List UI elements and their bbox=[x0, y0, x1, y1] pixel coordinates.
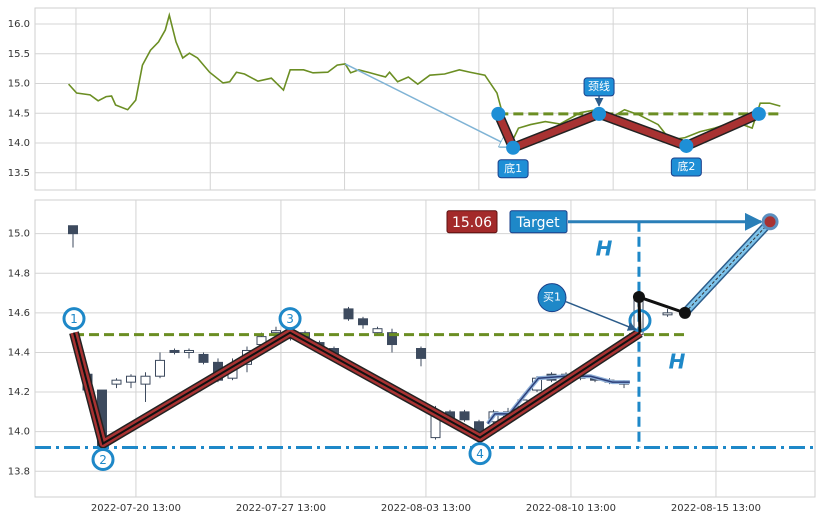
candle-body bbox=[154, 359, 165, 377]
moving-average bbox=[487, 375, 630, 425]
height-label: H bbox=[669, 350, 686, 374]
y-tick-label: 13.5 bbox=[8, 168, 30, 179]
y-tick-label: 14.4 bbox=[8, 347, 30, 358]
candle-body bbox=[111, 379, 122, 385]
pattern-label: 底1 bbox=[504, 161, 522, 175]
candle-body bbox=[459, 411, 470, 421]
candle-body bbox=[343, 308, 354, 320]
candle-body bbox=[662, 312, 673, 316]
height-label: H bbox=[596, 237, 613, 261]
candle-body bbox=[67, 225, 78, 235]
candle-body bbox=[271, 330, 282, 334]
target-point bbox=[761, 213, 779, 231]
candle-body bbox=[416, 348, 427, 359]
label-box bbox=[583, 77, 615, 97]
pointer-arrow bbox=[344, 63, 510, 147]
pattern-label: 3 bbox=[286, 312, 294, 326]
y-tick-label: 16.0 bbox=[8, 19, 30, 30]
x-tick-label: 2022-08-10 13:00 bbox=[526, 503, 616, 514]
projection-point bbox=[678, 306, 691, 319]
y-tick-label: 14.0 bbox=[8, 138, 30, 149]
buy-label: 买1 bbox=[543, 291, 561, 304]
pattern-label: 4 bbox=[476, 447, 484, 461]
pattern-ring bbox=[91, 448, 115, 472]
target-value: 15.06 bbox=[452, 215, 492, 231]
pattern-point bbox=[506, 140, 521, 155]
pattern-point bbox=[491, 106, 506, 121]
x-tick-label: 2022-07-27 13:00 bbox=[236, 503, 326, 514]
buy-marker bbox=[537, 283, 567, 313]
pattern-label: 颈线 bbox=[588, 79, 610, 93]
pattern-label: 2 bbox=[99, 453, 107, 467]
y-tick-label: 14.0 bbox=[8, 427, 30, 438]
candle-body bbox=[387, 332, 398, 346]
pattern-label: 1 bbox=[70, 312, 78, 326]
x-tick-label: 2022-08-15 13:00 bbox=[671, 503, 761, 514]
projection-point bbox=[632, 291, 645, 304]
projection-target bbox=[684, 221, 771, 314]
pattern-point bbox=[592, 106, 607, 121]
target-label: Target bbox=[515, 215, 560, 231]
y-tick-label: 15.5 bbox=[8, 49, 30, 60]
y-tick-label: 14.2 bbox=[8, 387, 30, 398]
target-value-box bbox=[446, 210, 498, 234]
y-tick-label: 14.8 bbox=[8, 268, 30, 279]
x-tick-label: 2022-08-03 13:00 bbox=[381, 503, 471, 514]
x-tick-label: 2022-07-20 13:00 bbox=[91, 503, 181, 514]
candle-body bbox=[140, 375, 151, 385]
candle-body bbox=[358, 318, 369, 326]
y-tick-label: 14.6 bbox=[8, 308, 30, 319]
pattern-label: 底2 bbox=[677, 159, 695, 173]
pattern-point bbox=[751, 106, 766, 121]
candle-body bbox=[372, 328, 383, 334]
y-tick-label: 13.8 bbox=[8, 466, 30, 477]
target-label-box bbox=[509, 210, 568, 234]
pattern-ring bbox=[278, 307, 302, 331]
candle-body bbox=[198, 353, 209, 363]
pattern-core bbox=[73, 331, 641, 446]
candle-body bbox=[125, 375, 136, 383]
y-tick-label: 15.0 bbox=[8, 229, 30, 240]
candle-body bbox=[183, 349, 194, 353]
pattern-ring bbox=[468, 442, 492, 466]
pattern-point bbox=[679, 138, 694, 153]
buy-arrow bbox=[565, 300, 637, 331]
y-tick-label: 15.0 bbox=[8, 79, 30, 90]
label-box bbox=[497, 159, 529, 179]
pattern-ring bbox=[62, 307, 86, 331]
label-box bbox=[670, 157, 702, 177]
y-tick-label: 14.5 bbox=[8, 108, 30, 119]
candle-body bbox=[169, 349, 180, 353]
